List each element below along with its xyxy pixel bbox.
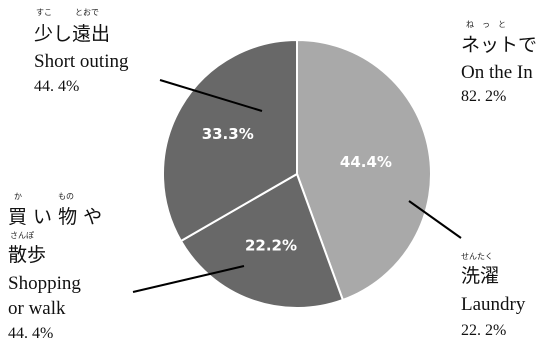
label-internet-ja: ネットで [461, 34, 537, 56]
slice-label-short-outing: 44.4% [340, 153, 392, 171]
label-laundry-pct: 22. 2% [461, 322, 506, 339]
label-short-outing-ja: 少し遠出 [34, 23, 110, 45]
callout-shopping: か もの 買 い 物 や さんぽ 散歩 Shopping or walk 44.… [8, 192, 102, 342]
ruby-mono: もの [58, 192, 74, 201]
label-shopping-en2: or walk [8, 298, 66, 319]
ruby-netto: ね っ と [466, 20, 506, 29]
slice-label-shopping: 33.3% [202, 125, 254, 143]
leader-line-laundry [408, 200, 462, 239]
label-laundry-ja: 洗濯 [461, 265, 499, 287]
callout-short-outing: すこ とおで 少し遠出 Short outing 44. 4% [34, 8, 129, 95]
label-laundry-en: Laundry [461, 294, 526, 315]
label-short-outing-en: Short outing [34, 51, 129, 72]
label-internet-en: On the In [461, 62, 533, 83]
pie-slice-laundry [179, 172, 345, 309]
label-internet-pct: 82. 2% [461, 88, 506, 105]
callout-internet: ね っ と ネットで On the In 82. 2% [461, 20, 537, 105]
slice-label-laundry: 22.2% [245, 236, 297, 254]
label-shopping-en1: Shopping [8, 273, 81, 294]
ruby-toode: とおで [75, 8, 99, 17]
leader-line-short-outing [159, 79, 263, 112]
label-shopping-ja2: 散歩 [8, 244, 46, 266]
label-shopping-pct: 44. 4% [8, 325, 53, 342]
callout-laundry: せんたく 洗濯 Laundry 22. 2% [461, 252, 526, 339]
pie-slice-short-outing [296, 38, 432, 302]
leader-lines [132, 79, 462, 293]
label-shopping-ja1: 買 い 物 や [8, 206, 102, 228]
pie-slices [162, 38, 432, 309]
ruby-sanpo: さんぽ [10, 231, 34, 240]
ruby-suko: すこ [36, 8, 52, 17]
label-short-outing-pct: 44. 4% [34, 78, 79, 95]
ruby-sentaku: せんたく [461, 252, 493, 261]
pie-slice-labels: 44.4% 22.2% 33.3% [202, 125, 392, 254]
ruby-ka: か [14, 192, 22, 201]
leader-line-shopping [132, 265, 245, 293]
